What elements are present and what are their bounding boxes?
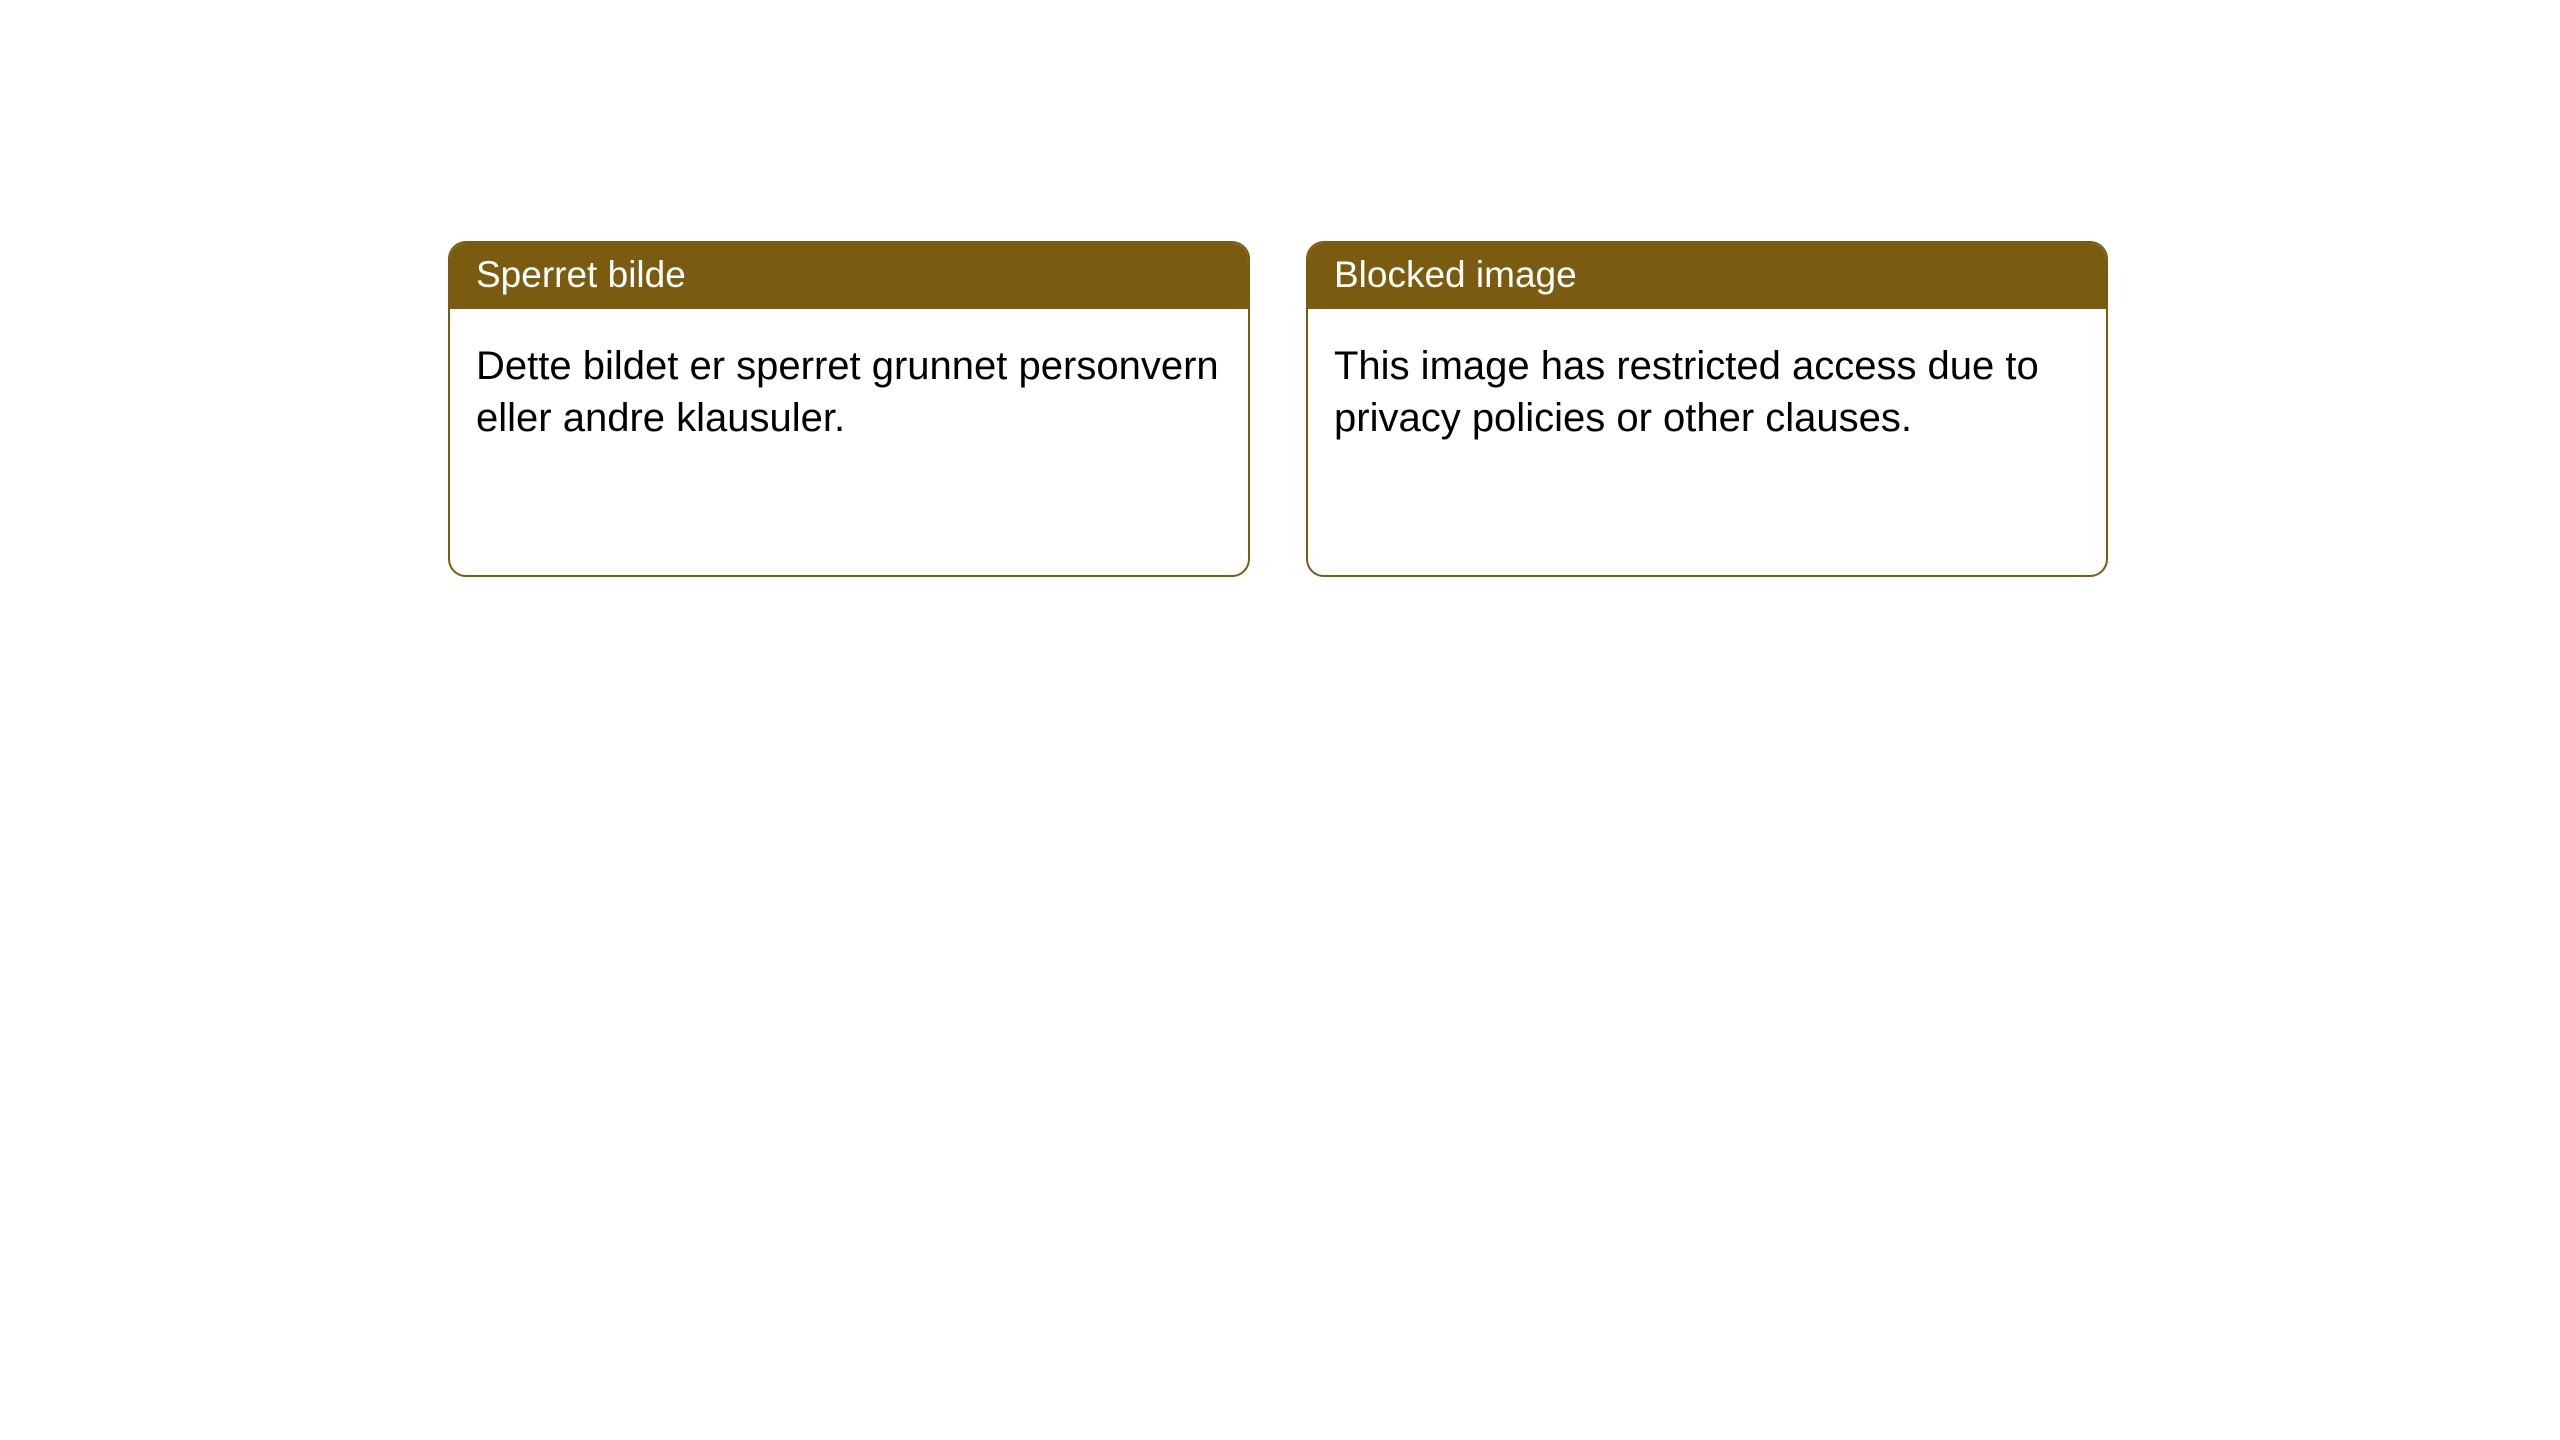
card-header: Blocked image (1308, 243, 2106, 309)
blocked-image-card-english: Blocked image This image has restricted … (1306, 241, 2108, 577)
card-header: Sperret bilde (450, 243, 1248, 309)
card-body-text: This image has restricted access due to … (1334, 344, 2039, 439)
blocked-image-card-norwegian: Sperret bilde Dette bildet er sperret gr… (448, 241, 1250, 577)
notice-cards-container: Sperret bilde Dette bildet er sperret gr… (448, 241, 2108, 577)
card-body-text: Dette bildet er sperret grunnet personve… (476, 344, 1219, 439)
card-title: Sperret bilde (476, 254, 686, 295)
card-body: This image has restricted access due to … (1308, 309, 2106, 475)
card-body: Dette bildet er sperret grunnet personve… (450, 309, 1248, 475)
card-title: Blocked image (1334, 254, 1577, 295)
